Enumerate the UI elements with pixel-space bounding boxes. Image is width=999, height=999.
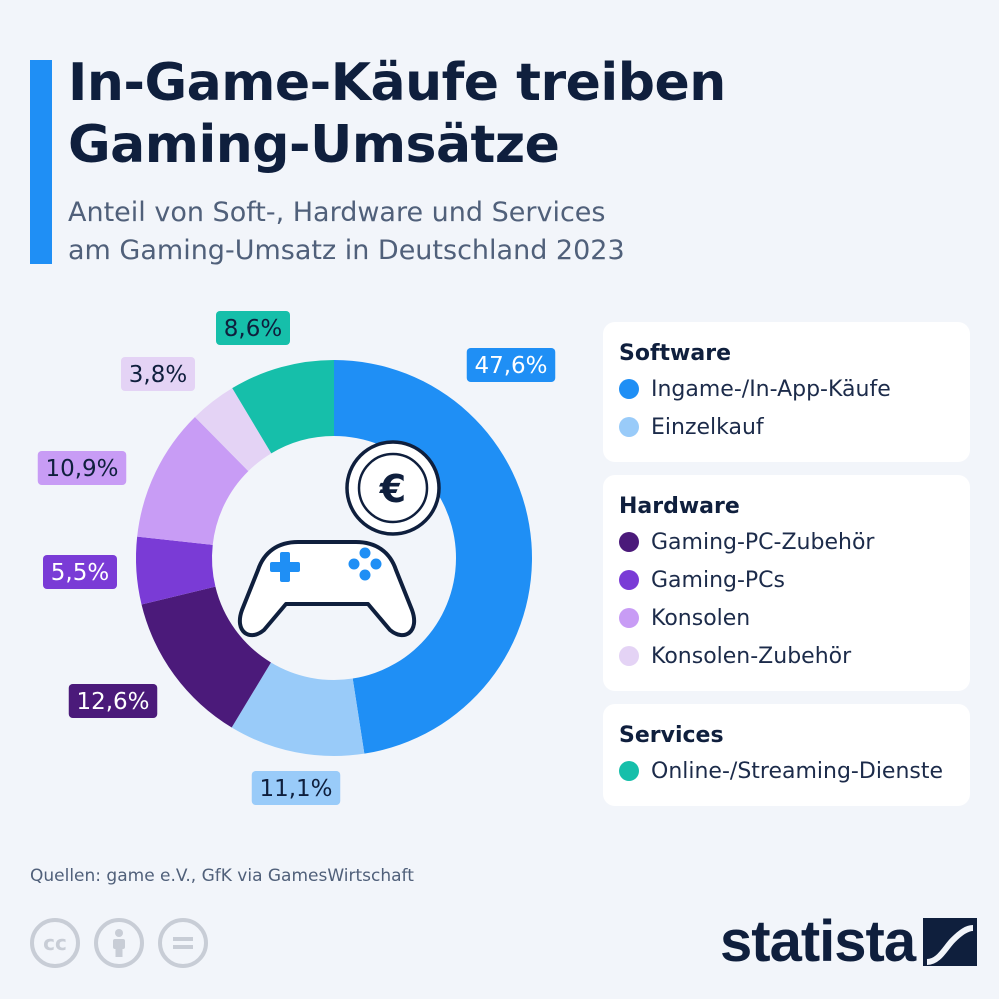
legend-item-label: Konsolen — [651, 605, 751, 631]
legend-item: Ingame-/In-App-Käufe — [619, 370, 954, 408]
legend-heading-software: Software — [619, 341, 731, 366]
legend-item: Online-/Streaming-Dienste — [619, 752, 954, 790]
slice-label-box — [466, 348, 556, 382]
legend-swatch — [619, 570, 639, 590]
equals-icon — [173, 937, 193, 949]
legend-item-label: Online-/Streaming-Dienste — [651, 758, 944, 784]
legend-item: Gaming-PC-Zubehör — [619, 523, 954, 561]
slice-label-text: 12,6% — [76, 689, 149, 715]
slice-label: 8,6% — [216, 311, 290, 345]
legend-item: Gaming-PCs — [619, 561, 954, 599]
legend-card-hardware: Hardware Gaming-PC-Zubehör Gaming-PCs Ko… — [603, 475, 970, 691]
slice-label: 47,6% — [466, 348, 556, 382]
statista-brand[interactable]: statista — [720, 908, 978, 975]
title-line-1: In-Game-Käufe treiben — [68, 53, 726, 113]
donut-slice — [231, 662, 365, 756]
legend-item-label: Konsolen-Zubehör — [651, 643, 852, 669]
legend-card-software: Software Ingame-/In-App-Käufe Einzelkauf — [603, 322, 970, 462]
svg-text:€: € — [379, 467, 406, 511]
legend-swatch — [619, 608, 639, 628]
by-icon[interactable] — [94, 918, 144, 968]
slice-label-text: 3,8% — [129, 362, 187, 388]
legend-swatch — [619, 761, 639, 781]
donut-slice — [141, 586, 271, 728]
legend-swatch — [619, 646, 639, 666]
brand-name: statista — [720, 909, 916, 974]
slice-label-text: 11,1% — [259, 776, 332, 802]
donut-slice — [334, 360, 532, 754]
slice-label-box — [43, 555, 117, 589]
legend-item-label: Gaming-PCs — [651, 567, 786, 593]
slice-label-box — [216, 311, 290, 345]
slice-label: 12,6% — [68, 684, 158, 718]
nd-icon[interactable] — [158, 918, 208, 968]
slice-label: 10,9% — [37, 451, 127, 485]
cc-icon[interactable]: cc — [30, 918, 80, 968]
statista-logo-icon — [923, 917, 978, 966]
source-note: Quellen: game e.V., GfK via GamesWirtsch… — [30, 866, 414, 886]
donut-chart: € 47,6% 11,1% 12,6% 5,5% 10,9% 3,8% 8,6% — [37, 311, 556, 805]
subtitle-line-1: Anteil von Soft-, Hardware und Services — [68, 197, 606, 228]
slice-label-text: 8,6% — [224, 316, 282, 342]
legend-swatch — [619, 417, 639, 437]
legend-card-services: Services Online-/Streaming-Dienste — [603, 704, 970, 806]
license-icons[interactable]: cc — [30, 918, 208, 968]
donut-slice — [232, 360, 334, 454]
legend-item: Konsolen-Zubehör — [619, 637, 954, 675]
slice-label-box — [251, 771, 341, 805]
legend-item-label: Gaming-PC-Zubehör — [651, 529, 875, 555]
donut-slice — [136, 536, 216, 605]
legend-heading-hardware: Hardware — [619, 494, 740, 519]
title-accent-bar — [30, 60, 52, 264]
slice-label: 5,5% — [43, 555, 117, 589]
legend-heading-services: Services — [619, 723, 724, 748]
slice-label: 11,1% — [251, 771, 341, 805]
legend-swatch — [619, 532, 639, 552]
legend-swatch — [619, 379, 639, 399]
legend-item: Konsolen — [619, 599, 954, 637]
person-icon — [113, 929, 125, 957]
page-subtitle: Anteil von Soft-, Hardware und Services … — [68, 194, 968, 270]
slice-label-box — [121, 357, 195, 391]
donut-slice — [194, 388, 272, 472]
slice-label-box — [68, 684, 158, 718]
legend-item-label: Einzelkauf — [651, 414, 764, 440]
title-line-2: Gaming-Umsätze — [68, 115, 560, 175]
slice-label: 3,8% — [121, 357, 195, 391]
legend-item-label: Ingame-/In-App-Käufe — [651, 376, 891, 402]
slice-label-text: 10,9% — [45, 456, 118, 482]
gamepad-euro-icon: € — [238, 440, 441, 638]
legend-item: Einzelkauf — [619, 408, 954, 446]
slice-label-text: 5,5% — [51, 560, 109, 586]
page-title: In-Game-Käufe treiben Gaming-Umsätze — [68, 52, 968, 176]
donut-slice — [137, 417, 249, 545]
slice-label-text: 47,6% — [474, 353, 547, 379]
slice-label-box — [37, 451, 127, 485]
subtitle-line-2: am Gaming-Umsatz in Deutschland 2023 — [68, 235, 625, 266]
